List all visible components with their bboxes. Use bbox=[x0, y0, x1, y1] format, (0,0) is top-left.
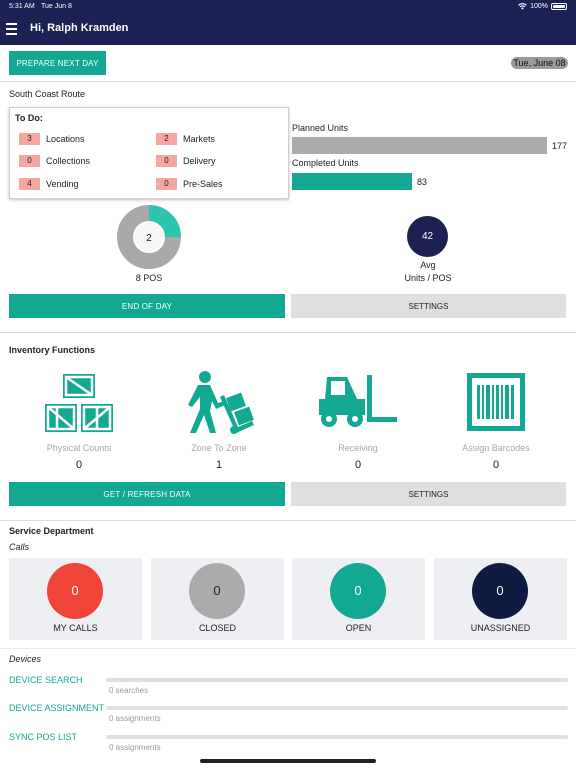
call-card-label: OPEN bbox=[345, 623, 372, 633]
donut-center-value: 2 bbox=[146, 233, 152, 244]
day-settings-button[interactable]: SETTINGS bbox=[291, 294, 566, 318]
divider bbox=[0, 332, 576, 333]
donut-center bbox=[135, 223, 163, 251]
pos-donut-chart: 2 bbox=[117, 205, 181, 269]
completed-units-bar bbox=[292, 173, 412, 190]
my-calls-card[interactable]: 0 MY CALLS bbox=[9, 558, 142, 640]
todo-item-label: Vending bbox=[46, 179, 79, 189]
todo-card: To Do: 3 Locations 2 Markets 0 Collectio… bbox=[9, 107, 289, 199]
sync-pos-list-link[interactable]: SYNC POS LIST bbox=[9, 732, 78, 742]
device-assignment-link[interactable]: DEVICE ASSIGNMENT bbox=[9, 703, 105, 713]
page-title: Hi, Ralph Kramden bbox=[30, 22, 129, 34]
todo-count-badge: 0 bbox=[19, 155, 40, 167]
sync-pos-list-progress-track bbox=[106, 735, 568, 739]
todo-item-markets[interactable]: 2 Markets bbox=[156, 133, 215, 145]
call-count-circle: 0 bbox=[472, 563, 528, 619]
status-time: 5:31 AM bbox=[9, 3, 35, 10]
date-chip[interactable]: Tue, June 08 bbox=[511, 57, 568, 69]
todo-count-badge: 0 bbox=[156, 178, 177, 190]
crates-icon[interactable] bbox=[45, 374, 113, 432]
inventory-function-label: Zone To Zone bbox=[191, 443, 247, 453]
call-count-circle: 0 bbox=[330, 563, 386, 619]
call-card-label: MY CALLS bbox=[53, 623, 98, 633]
pos-label: 8 POS bbox=[135, 273, 163, 283]
inventory-function-label: Assign Barcodes bbox=[462, 443, 530, 453]
battery-icon bbox=[551, 3, 567, 10]
inventory-function-count: 0 bbox=[492, 459, 500, 471]
closed-calls-card[interactable]: 0 CLOSED bbox=[151, 558, 284, 640]
todo-item-pre-sales[interactable]: 0 Pre-Sales bbox=[156, 178, 223, 190]
device-search-subtext: 0 searches bbox=[109, 686, 149, 695]
inventory-title: Inventory Functions bbox=[9, 345, 96, 355]
sync-pos-list-subtext: 0 assignments bbox=[109, 743, 161, 752]
todo-item-label: Delivery bbox=[183, 156, 216, 166]
todo-item-locations[interactable]: 3 Locations bbox=[19, 133, 85, 145]
status-bar: 5:31 AM Tue Jun 8 100% bbox=[0, 0, 576, 14]
inventory-function-count: 1 bbox=[215, 459, 223, 471]
call-card-label: UNASSIGNED bbox=[470, 623, 531, 633]
divider bbox=[0, 520, 576, 521]
todo-title: To Do: bbox=[15, 113, 43, 123]
device-search-progress-track bbox=[106, 678, 568, 682]
hand-truck-icon[interactable] bbox=[180, 371, 258, 435]
completed-units-value: 83 bbox=[417, 177, 428, 187]
todo-item-delivery[interactable]: 0 Delivery bbox=[156, 155, 216, 167]
status-right: 100% bbox=[518, 3, 567, 10]
navigation-bar: Hi, Ralph Kramden bbox=[0, 14, 576, 45]
todo-item-label: Pre-Sales bbox=[183, 179, 223, 189]
battery-percent: 100% bbox=[530, 3, 548, 10]
avg-units-label: Avg Units / POS bbox=[377, 259, 479, 285]
todo-count-badge: 4 bbox=[19, 178, 40, 190]
donut-done-segment bbox=[117, 205, 181, 269]
avg-label-line2: Units / POS bbox=[404, 273, 452, 283]
barcode-icon[interactable] bbox=[467, 373, 525, 431]
todo-count-badge: 3 bbox=[19, 133, 40, 145]
device-assignment-subtext: 0 assignments bbox=[109, 714, 161, 723]
todo-item-vending[interactable]: 4 Vending bbox=[19, 178, 79, 190]
end-of-day-button[interactable]: END OF DAY bbox=[9, 294, 285, 318]
prepare-next-day-button[interactable]: PREPARE NEXT DAY bbox=[9, 51, 106, 75]
menu-icon[interactable] bbox=[6, 23, 17, 35]
todo-item-label: Collections bbox=[46, 156, 91, 166]
inventory-function-label: Receiving bbox=[338, 443, 378, 453]
inventory-function-count: 0 bbox=[354, 459, 362, 471]
forklift-icon[interactable] bbox=[319, 375, 397, 429]
open-calls-card[interactable]: 0 OPEN bbox=[292, 558, 425, 640]
todo-item-label: Locations bbox=[46, 134, 85, 144]
calls-subtitle: Calls bbox=[9, 542, 30, 552]
home-indicator bbox=[200, 759, 376, 763]
todo-count-badge: 0 bbox=[156, 155, 177, 167]
planned-units-label: Planned Units bbox=[292, 123, 349, 133]
avg-units-circle: 42 bbox=[407, 216, 448, 257]
divider bbox=[0, 648, 576, 649]
call-card-label: CLOSED bbox=[198, 623, 236, 633]
planned-units-value: 177 bbox=[552, 141, 568, 151]
planned-units-bar bbox=[292, 137, 547, 154]
inventory-settings-button[interactable]: SETTINGS bbox=[291, 482, 566, 506]
unassigned-calls-card[interactable]: 0 UNASSIGNED bbox=[434, 558, 567, 640]
route-name: South Coast Route bbox=[9, 89, 86, 99]
status-date: Tue Jun 8 bbox=[41, 3, 72, 10]
avg-label-line1: Avg bbox=[420, 260, 436, 270]
devices-subtitle: Devices bbox=[9, 654, 42, 664]
device-search-link[interactable]: DEVICE SEARCH bbox=[9, 675, 83, 685]
inventory-function-count: 0 bbox=[75, 459, 83, 471]
divider bbox=[0, 81, 576, 82]
completed-units-label: Completed Units bbox=[292, 158, 359, 168]
refresh-data-button[interactable]: GET / REFRESH DATA bbox=[9, 482, 285, 506]
device-assignment-progress-track bbox=[106, 706, 568, 710]
call-count-circle: 0 bbox=[189, 563, 245, 619]
wifi-icon bbox=[518, 3, 527, 10]
service-title: Service Department bbox=[9, 526, 94, 536]
call-count-circle: 0 bbox=[47, 563, 103, 619]
todo-item-label: Markets bbox=[183, 134, 216, 144]
todo-count-badge: 2 bbox=[156, 133, 177, 145]
inventory-function-label: Physical Counts bbox=[46, 443, 112, 453]
todo-item-collections[interactable]: 0 Collections bbox=[19, 155, 90, 167]
